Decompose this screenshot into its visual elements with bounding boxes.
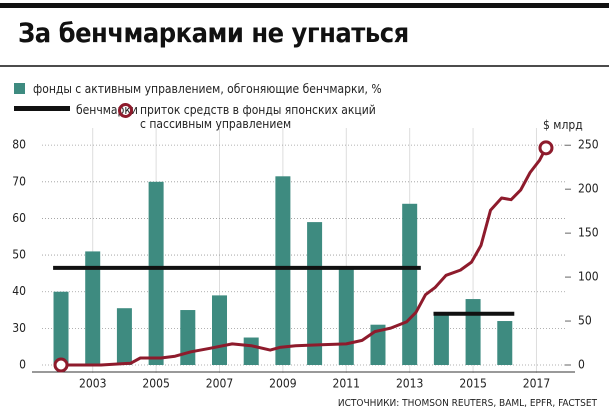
y-tick-label: 70	[12, 174, 26, 188]
x-tick-label: 2007	[206, 377, 233, 391]
legend-swatch	[14, 106, 70, 111]
x-tick-label: 2003	[79, 377, 106, 391]
y-tick-label: 0	[19, 358, 26, 372]
bar	[212, 295, 228, 365]
y2-tick-label: 150	[578, 226, 599, 240]
bar	[116, 308, 132, 365]
bar	[180, 310, 196, 365]
y-tick-label: 80	[12, 138, 26, 152]
bar	[307, 222, 323, 365]
y-tick-label: 60	[12, 211, 26, 225]
y-tick-label: 40	[12, 284, 26, 298]
y-tick-label: 30	[12, 321, 26, 335]
y2-tick-label: 50	[578, 314, 592, 328]
x-tick-label: 2017	[523, 377, 550, 391]
bar	[370, 324, 386, 365]
bar	[465, 299, 481, 365]
bar	[497, 321, 513, 365]
legend-swatch	[14, 83, 25, 94]
y2-axis-label: $ млрд	[543, 118, 583, 132]
legend-item: приток средств в фонды японских акций с …	[118, 103, 376, 131]
y2-tick-label: 200	[578, 182, 599, 196]
x-tick-label: 2009	[269, 377, 297, 391]
bar	[338, 267, 354, 365]
bar	[243, 337, 259, 365]
y2-tick-label: 0	[578, 358, 585, 372]
legend-item: фонды с активным управлением, обгоняющие…	[14, 82, 382, 96]
bar	[85, 251, 101, 365]
line	[53, 265, 515, 316]
x-tick-label: 2005	[142, 377, 169, 391]
legend-label: фонды с активным управлением, обгоняющие…	[33, 82, 382, 96]
chart-title: За бенчмарками не угнаться	[18, 18, 409, 49]
end-marker	[538, 140, 554, 156]
y2-tick-label: 100	[578, 270, 599, 284]
x-tick-label: 2011	[333, 377, 360, 391]
bar	[433, 313, 449, 365]
bar	[402, 203, 418, 365]
legend-label: приток средств в фонды японских акций с …	[140, 103, 376, 131]
bar	[275, 176, 291, 365]
bar	[148, 181, 164, 365]
x-tick-label: 2013	[396, 377, 423, 391]
y2-tick-label: 250	[578, 138, 599, 152]
bar	[53, 291, 69, 365]
line	[61, 147, 548, 367]
y-tick-label: 50	[12, 248, 26, 262]
top-rule	[0, 3, 609, 8]
x-tick-label: 2015	[459, 377, 486, 391]
legend-swatch	[118, 103, 133, 118]
source: ИСТОЧНИКИ: THOMSON REUTERS, BAML, EPFR, …	[337, 398, 597, 409]
end-marker	[53, 357, 69, 373]
